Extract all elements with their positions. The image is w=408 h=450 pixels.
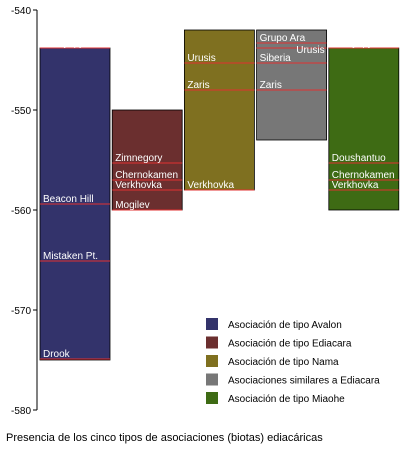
event-label: Doushantuo: [332, 153, 386, 164]
legend-swatch: [206, 373, 218, 386]
event-label: Khatyspyt: [332, 38, 376, 49]
event-label: Verkhovka: [332, 180, 379, 191]
event-label: Mistaken Pt.: [43, 251, 98, 262]
legend-swatch: [206, 336, 218, 349]
legend-swatch: [206, 318, 218, 330]
range-bar: [328, 47, 400, 211]
y-tick-label: -570: [11, 306, 31, 317]
event-label: Chernokamen: [332, 170, 395, 181]
event-label: Zaris: [187, 80, 209, 91]
caption: Presencia de los cinco tipos de asociaci…: [6, 432, 323, 444]
legend-label: Asociación de tipo Avalon: [228, 320, 342, 331]
legend-label: Asociaciones similares a Ediacara: [228, 376, 380, 387]
event-label: Verkhovka: [187, 180, 234, 191]
event-label: Grupo Ara: [260, 33, 306, 44]
event-label: Zimnegory: [115, 153, 162, 164]
event-label: Mogilev: [115, 200, 149, 211]
event-label: Verkhovka: [115, 180, 162, 191]
y-tick-label: -560: [11, 206, 31, 217]
event-label: Zaris: [260, 80, 282, 91]
legend-label: Asociación de tipo Ediacara: [228, 339, 352, 350]
range-bar: [183, 29, 255, 191]
legend-label: Asociación de tipo Miaohe: [228, 394, 345, 405]
y-tick-label: -550: [11, 106, 31, 117]
event-label: Urusis: [187, 53, 215, 64]
event-label: Siberia: [260, 53, 292, 64]
y-tick-label: -580: [11, 406, 31, 417]
event-label: Chernokamen: [115, 170, 178, 181]
event-label: Drook: [43, 349, 71, 360]
legend-label: Asociación de tipo Nama: [228, 357, 339, 368]
range-bar: [111, 109, 183, 211]
y-tick-label: -540: [11, 6, 31, 17]
event-label: Urusis: [296, 45, 324, 56]
legend-swatch: [206, 392, 218, 404]
legend-swatch: [206, 355, 218, 367]
event-label: Beacon Hill: [43, 194, 94, 205]
event-label: Khatyspyt: [43, 38, 87, 49]
